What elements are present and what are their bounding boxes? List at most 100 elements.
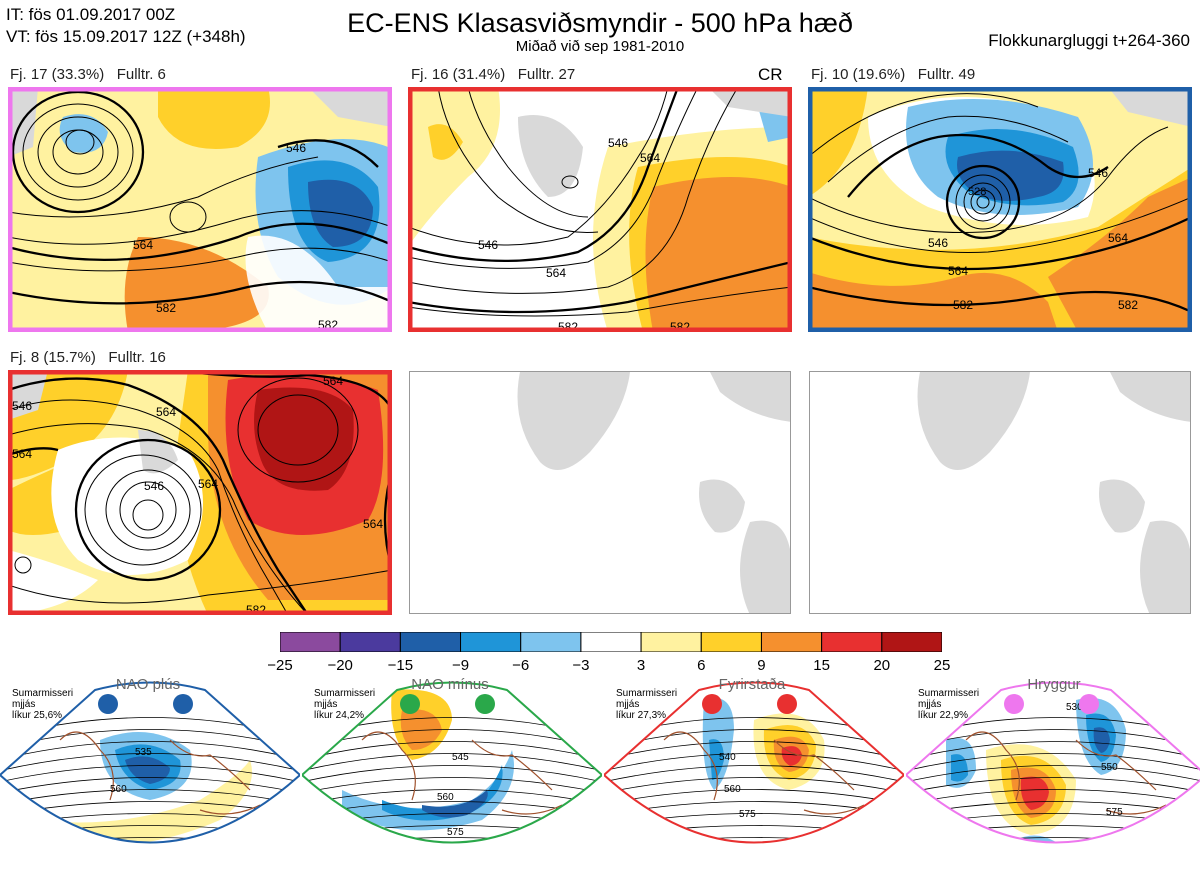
regime-contour-label: 560	[724, 784, 741, 795]
colorbar-swatches	[279, 631, 943, 653]
coastline	[663, 731, 865, 815]
regime-contour-label: 540	[719, 752, 736, 763]
contour-label: 564	[133, 238, 153, 252]
colorbar-swatch	[520, 631, 582, 653]
height-contour	[0, 777, 300, 796]
regime-title: Fyrirstaða	[718, 676, 786, 693]
height-contour	[906, 850, 1200, 862]
contour-label: 546	[1088, 166, 1108, 180]
colorbar-tick-label: 6	[697, 657, 706, 674]
regime-title: NAO mínus	[411, 676, 489, 693]
height-contour	[604, 777, 904, 796]
colorbar-tick-label: 25	[933, 657, 951, 674]
regime-marker-dot	[1004, 694, 1024, 714]
colorbar-swatch	[580, 631, 642, 653]
contour-label: 528	[968, 186, 986, 198]
regime-map-1: 535 560	[0, 680, 300, 871]
regime-mean: mjjás	[616, 699, 640, 710]
height-contour	[906, 753, 1200, 774]
coastline	[59, 731, 261, 815]
colorbar-tick-label: 15	[813, 657, 830, 674]
panel-2-label: Fj. 16 (31.4%) Fulltr. 27	[411, 66, 576, 83]
regime-season: Sumarmisseri	[314, 688, 376, 699]
regime-prob: líkur 25,6%	[12, 710, 63, 721]
contour-label: 564	[12, 447, 32, 461]
regime-contour-label: 575	[447, 827, 464, 838]
cluster-map-3: 546 546 564 564 582 582 528	[808, 87, 1192, 332]
panel-4-label: Fj. 8 (15.7%) Fulltr. 16	[10, 349, 166, 366]
regime-marker-dot	[98, 694, 118, 714]
contour-label: 546	[608, 136, 628, 150]
colorbar-tick-label: −20	[327, 657, 353, 674]
regime-outline	[302, 681, 602, 844]
regime-map-2: 545 560 575	[302, 680, 602, 871]
height-contour	[0, 753, 300, 774]
height-contour	[604, 741, 904, 763]
colorbar-tick-label: −6	[512, 657, 530, 674]
regime-season: Sumarmisseri	[918, 688, 980, 699]
regime-marker-dot	[702, 694, 722, 714]
contour-label: 564	[323, 374, 343, 388]
height-contour	[302, 729, 602, 752]
regime-title: Hryggur	[1027, 676, 1081, 693]
regime-season: Sumarmisseri	[616, 688, 678, 699]
regime-contour-label: 550	[1101, 762, 1118, 773]
height-contour	[0, 837, 300, 843]
height-contour	[0, 741, 300, 763]
regime-mean: mjjás	[12, 699, 36, 710]
colorbar-tick-label: −15	[387, 657, 414, 674]
colorbar-swatch	[821, 631, 883, 653]
regime-map-4: 530 550 575	[906, 680, 1200, 871]
regime-marker-dot	[1079, 694, 1099, 714]
colorbar-swatch	[339, 631, 401, 653]
height-contour	[302, 850, 602, 862]
height-contour	[0, 765, 300, 785]
regime-mean: mjjás	[918, 699, 942, 710]
contour-label: 564	[948, 264, 968, 278]
height-contour	[906, 837, 1200, 843]
contour-label: 564	[198, 477, 218, 491]
regime-outline	[604, 681, 904, 844]
contour-label: 564	[640, 151, 660, 165]
height-contour	[604, 850, 904, 862]
height-contour	[604, 825, 904, 840]
height-contour	[604, 789, 904, 807]
contour-label: 546	[144, 479, 164, 493]
regime-outline	[906, 681, 1200, 844]
colorbar-swatch	[881, 631, 943, 653]
colorbar-tick-label: −3	[572, 657, 590, 674]
empty-map-6	[809, 371, 1191, 614]
contour-label: 564	[363, 517, 383, 531]
regime-prob: líkur 22,9%	[918, 710, 969, 721]
anomaly-area	[709, 739, 724, 780]
height-contour	[302, 789, 602, 807]
regime-contour-label: 535	[135, 747, 152, 758]
init-time: IT: fös 01.09.2017 00Z	[6, 5, 176, 24]
regime-info: Sumarmisseri mjjás líkur 25,6%	[12, 688, 73, 721]
anomaly-area	[400, 709, 442, 750]
valid-time: VT: fös 15.09.2017 12Z (+348h)	[6, 27, 246, 46]
regime-marker-dot	[777, 694, 797, 714]
colorbar-tick-label: 9	[757, 657, 766, 674]
regime-info: Sumarmisseri mjjás líkur 24,2%	[314, 688, 375, 721]
height-contour	[906, 777, 1200, 796]
regime-info: Sumarmisseri mjjás líkur 27,3%	[616, 688, 677, 721]
contour-label: 564	[156, 405, 176, 419]
coastline	[965, 731, 1167, 815]
height-contour	[604, 837, 904, 843]
height-contour	[906, 789, 1200, 807]
colorbar-swatch	[279, 631, 341, 653]
panel-2-cr-tag: CR	[758, 65, 783, 84]
colorbar-swatch	[460, 631, 522, 653]
regime-prob: líkur 27,3%	[616, 710, 667, 721]
height-contour	[604, 765, 904, 785]
regime-outline	[0, 681, 300, 844]
empty-map-5	[409, 371, 791, 614]
classification-window: Flokkunargluggi t+264-360	[988, 31, 1190, 50]
coastline	[361, 731, 563, 815]
anomaly-area	[781, 746, 802, 766]
colorbar	[279, 631, 943, 653]
cluster-map-1: 564 582 546 582	[8, 87, 392, 332]
colorbar-swatch	[399, 631, 462, 653]
page-title: EC-ENS Klasasviðsmyndir - 500 hPa hæð	[347, 8, 853, 38]
